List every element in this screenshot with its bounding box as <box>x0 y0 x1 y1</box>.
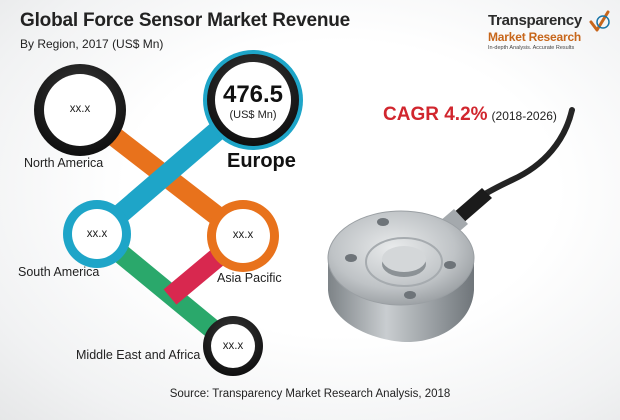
force-sensor-illustration <box>327 107 575 342</box>
value-asia-pacific: xx.x <box>232 229 254 241</box>
label-europe: Europe <box>227 150 296 172</box>
logo-swoosh-icon <box>589 10 610 32</box>
label-middle-east-africa: Middle East and Africa <box>76 348 201 362</box>
company-logo: Transparency Market Research In-depth An… <box>488 10 613 58</box>
value-europe: 476.5 (US$ Mn) <box>215 81 291 121</box>
label-asia-pacific: Asia Pacific <box>217 271 282 285</box>
chart-title: Global Force Sensor Market Revenue <box>20 10 351 31</box>
cagr-period: (2018-2026) <box>491 109 557 123</box>
node-europe <box>203 50 303 150</box>
node-asia-pacific <box>207 200 279 272</box>
cagr-callout: CAGR 4.2% (2018-2026) <box>383 104 557 126</box>
value-north-america: xx.x <box>69 103 91 115</box>
node-south-america <box>63 200 131 268</box>
label-south-america: South America <box>18 265 100 279</box>
source-note: Source: Transparency Market Research Ana… <box>169 388 451 400</box>
logo-line-1: Transparency <box>488 12 582 29</box>
logo-line-2: Market Research <box>488 30 582 44</box>
node-north-america <box>34 64 126 156</box>
value-south-america: xx.x <box>86 228 108 240</box>
label-north-america: North America <box>24 156 104 170</box>
cagr-value: CAGR 4.2% <box>383 104 488 125</box>
value-europe-number: 476.5 <box>222 81 284 108</box>
value-europe-unit: (US$ Mn) <box>229 109 277 121</box>
logo-tagline: In-depth Analysis. Accurate Results <box>488 45 575 51</box>
node-middle-east-africa <box>203 316 263 376</box>
chart-subtitle: By Region, 2017 (US$ Mn) <box>20 37 164 51</box>
value-middle-east-africa: xx.x <box>222 340 244 352</box>
